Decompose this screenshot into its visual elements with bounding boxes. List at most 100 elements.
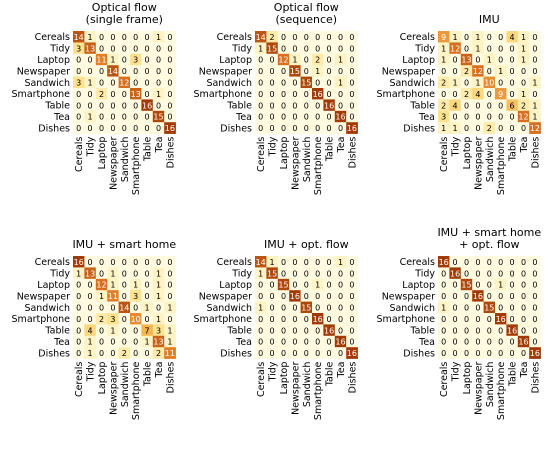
heatmap-cell (84, 122, 97, 134)
cell-value-label: 0 (327, 292, 332, 301)
heatmap-cell (449, 347, 462, 359)
row-tick-label: Laptop (402, 55, 435, 66)
cell-value-label: 0 (281, 349, 286, 358)
heatmap-cell (495, 110, 507, 123)
cell-value-label: 0 (464, 315, 469, 324)
cell-value-label: 1 (338, 79, 343, 88)
column-tick-label: Newspaper (290, 137, 301, 190)
heatmap-cell (449, 31, 462, 43)
cell-value-label: 0 (281, 33, 286, 42)
cell-value-label: 0 (281, 269, 286, 278)
cell-value-label: 0 (304, 326, 309, 335)
cell-value-label: 1 (475, 79, 480, 88)
cell-value-label: 0 (99, 326, 104, 335)
cell-value-label: 0 (110, 101, 115, 110)
heatmap-cell (266, 313, 279, 325)
heatmap-cell (255, 110, 267, 123)
cell-value-label: 12 (450, 44, 460, 53)
column-tick-label: Smartphone (496, 361, 507, 420)
heatmap-cell (472, 122, 484, 134)
cell-value-label: 0 (498, 304, 503, 313)
heatmap-cell (460, 267, 473, 280)
cell-value-label: 0 (338, 292, 343, 301)
heatmap-cell (483, 42, 496, 55)
cell-value-label: 0 (76, 326, 81, 335)
column-tick-label: Sandwich (120, 137, 131, 183)
cell-value-label: 0 (304, 281, 309, 290)
heatmap-cell (289, 290, 301, 302)
cell-value-label: 0 (487, 349, 492, 358)
cell-value-label: 0 (156, 56, 161, 65)
row-tick-label: Laptop (219, 280, 252, 291)
heatmap-cell (266, 301, 279, 314)
cell-value-label: 0 (304, 44, 309, 53)
heatmap-cell (277, 267, 290, 280)
cell-value-label: 0 (453, 338, 458, 347)
heatmap-cell (495, 31, 507, 43)
heatmap-cell (460, 278, 473, 291)
cell-value-label: 3 (76, 44, 81, 53)
cell-value-label: 0 (110, 338, 115, 347)
cell-value-label: 2 (99, 90, 104, 99)
row-tick-label: Cereals (35, 257, 70, 268)
cell-value-label: 1 (258, 269, 263, 278)
heatmap-cell (141, 278, 154, 291)
heatmap-cell (152, 324, 165, 337)
heatmap-cell (334, 88, 347, 100)
heatmap-cell (323, 53, 336, 66)
heatmap-cell (300, 313, 313, 325)
column-tick-label: Dishes (347, 362, 358, 394)
heatmap-cell (472, 256, 484, 268)
row-tick-label: Smartphone (377, 89, 436, 100)
cell-value-label: 0 (475, 304, 480, 313)
cell-value-label: 0 (258, 90, 263, 99)
heatmap-cell (529, 301, 541, 314)
heatmap-cell (517, 110, 530, 123)
cell-value-label: 0 (464, 124, 469, 133)
cell-value-label: 0 (167, 44, 172, 53)
cell-value-label: 0 (156, 124, 161, 133)
heatmap-cell (118, 53, 131, 66)
column-tick-label: Tidy (268, 136, 279, 157)
row-tick-label: Newspaper (382, 66, 435, 77)
cell-value-label: 0 (532, 292, 537, 301)
heatmap-cell (130, 290, 142, 302)
cell-value-label: 0 (99, 338, 104, 347)
cell-value-label: 0 (349, 33, 354, 42)
cell-value-label: 0 (498, 258, 503, 267)
heatmap-cell (460, 42, 473, 55)
cell-value-label: 0 (464, 269, 469, 278)
heatmap-cell (266, 335, 279, 348)
heatmap-cell (164, 301, 176, 314)
cell-value-label: 0 (304, 338, 309, 347)
heatmap-cell (312, 76, 324, 89)
heatmap-cell (95, 31, 108, 43)
heatmap-cell (483, 301, 496, 314)
heatmap-cell (449, 88, 462, 100)
heatmap-cell (506, 267, 519, 280)
row-tick-label: Laptop (219, 55, 252, 66)
heatmap-cell (323, 313, 336, 325)
cell-value-label: 0 (88, 292, 93, 301)
cell-value-label: 0 (510, 281, 515, 290)
heatmap-cell (84, 42, 97, 55)
heatmap-cell (334, 99, 347, 112)
column-tick-label: Newspaper (290, 362, 301, 415)
heatmap-cell (334, 267, 347, 280)
cell-value-label: 0 (292, 338, 297, 347)
heatmap-cell (438, 313, 450, 325)
cell-value-label: 0 (110, 79, 115, 88)
heatmap-cell (107, 65, 119, 77)
cell-value-label: 15 (153, 113, 163, 122)
heatmap-cell (289, 122, 301, 134)
cell-value-label: 0 (304, 113, 309, 122)
heatmap-cell (255, 53, 267, 66)
cell-value-label: 1 (292, 56, 297, 65)
heatmap-cell (483, 99, 496, 112)
heatmap-cell (152, 65, 165, 77)
heatmap-cell (118, 76, 131, 89)
cell-value-label: 0 (88, 56, 93, 65)
cell-value-label: 1 (475, 33, 480, 42)
heatmap-cell (449, 256, 462, 268)
heatmap-cell (312, 42, 324, 55)
